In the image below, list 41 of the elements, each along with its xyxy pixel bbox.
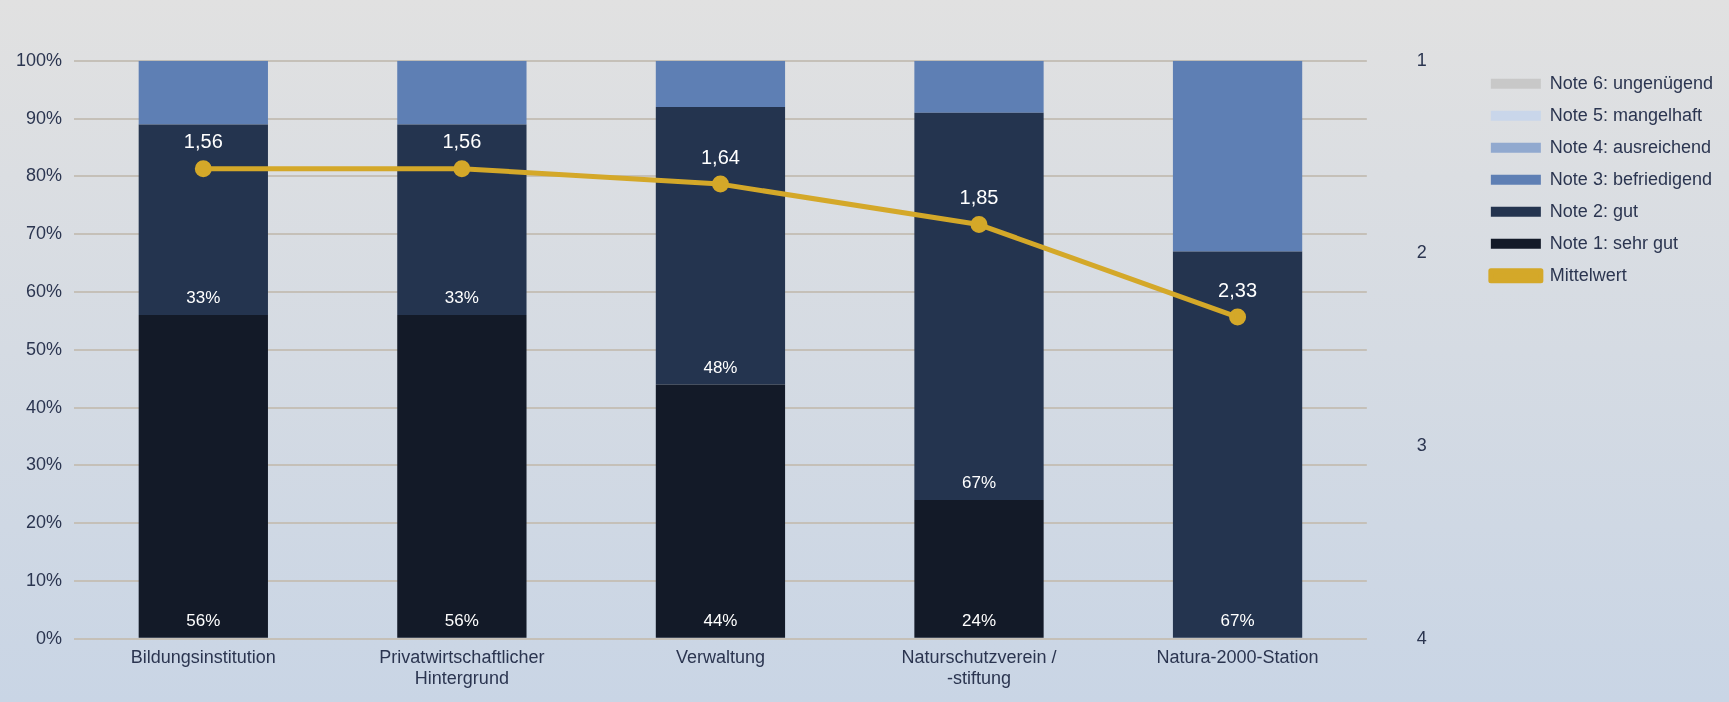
y-tick-label: 20% [26, 512, 63, 533]
y2-tick-label: 1 [1416, 49, 1427, 70]
y-tick-label: 90% [26, 107, 63, 128]
data-label: 33% [444, 288, 479, 308]
y2-tick-label: 2 [1416, 242, 1427, 263]
legend-label: Note 2: gut [1549, 200, 1638, 221]
y-tick-label: 70% [26, 223, 63, 244]
y-tick-label: 80% [26, 165, 63, 186]
y-tick-label: 60% [26, 280, 63, 301]
data-label: 33% [186, 288, 221, 308]
data-label: 1,64 [700, 145, 740, 168]
x-tick-label: Natura-2000-Station [1156, 646, 1319, 667]
legend-label: Note 1: sehr gut [1549, 232, 1678, 253]
legend-label: Note 6: ungenügend [1549, 72, 1714, 93]
y-tick-label: 40% [26, 396, 63, 417]
y2-tick-label: 3 [1416, 435, 1427, 456]
data-label: 56% [444, 610, 479, 630]
y-tick-label: 10% [26, 569, 63, 590]
legend-label: Note 4: ausreichend [1549, 136, 1711, 157]
data-label: 1,56 [183, 130, 223, 153]
data-label: 56% [186, 610, 221, 630]
y-tick-label: 100% [15, 49, 63, 70]
x-tick-label: Privatwirtschaftlicher Hintergrund [379, 646, 545, 689]
x-tick-label: Bildungsinstitution [130, 646, 276, 667]
legend-label: Mittelwert [1549, 264, 1627, 285]
data-label: 67% [961, 473, 997, 493]
x-tick-label: Naturschutzverein / -stiftung [901, 646, 1057, 689]
x-tick-label: Verwaltung [675, 646, 765, 667]
legend-label: Note 3: befriedigend [1549, 168, 1712, 189]
y-tick-label: 30% [26, 454, 63, 475]
data-label: 44% [703, 610, 738, 630]
y-tick-label: 0% [36, 627, 63, 648]
data-label: 2,33 [1218, 278, 1258, 301]
data-label: 67% [1220, 610, 1255, 630]
legend-label: Note 5: mangelhaft [1549, 104, 1702, 125]
data-label: 24% [961, 610, 997, 630]
data-label: 48% [703, 357, 738, 377]
data-label: 1,56 [442, 130, 482, 153]
data-label: 1,85 [959, 186, 999, 209]
y-tick-label: 50% [26, 338, 63, 359]
y2-tick-label: 4 [1416, 627, 1427, 648]
